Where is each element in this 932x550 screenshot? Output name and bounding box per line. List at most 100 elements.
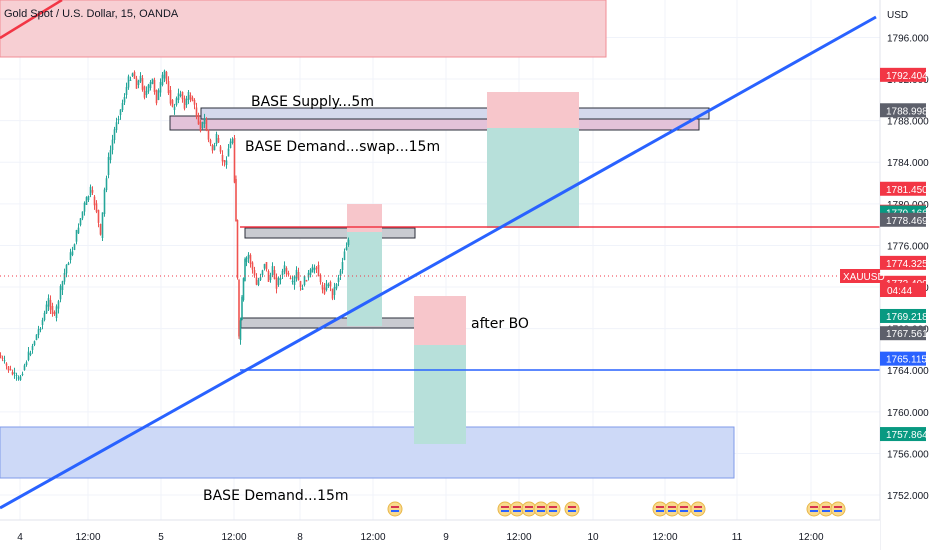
candle-body — [51, 306, 54, 314]
candle-body — [341, 262, 344, 270]
candle-body — [23, 365, 26, 370]
price-tag-label: 1765.115 — [886, 355, 927, 366]
candle-body — [119, 109, 122, 115]
candle-body — [261, 270, 264, 275]
event-flag-icon[interactable] — [664, 501, 680, 517]
top-supply-zone — [0, 0, 607, 58]
candle-body — [11, 372, 14, 375]
candle-body — [57, 301, 60, 309]
red-trendline — [0, 0, 63, 40]
price-tick-label: 1760.000 — [887, 408, 929, 419]
candle-body — [295, 269, 298, 279]
candle-body — [197, 115, 200, 125]
candle-body — [105, 178, 108, 190]
candle-body — [165, 72, 168, 81]
candle-body — [127, 76, 130, 88]
candle-body — [193, 100, 196, 105]
candle-body — [0, 355, 2, 358]
candle-body — [33, 341, 36, 345]
candle-body — [157, 90, 160, 100]
base-supply-5m-zone — [200, 107, 710, 120]
candle-body — [65, 264, 68, 274]
position-3-stop — [414, 296, 466, 345]
candle-body — [293, 276, 296, 285]
event-flag-icon[interactable] — [533, 501, 549, 517]
event-flag-icon[interactable] — [676, 501, 692, 517]
blue-trendline — [0, 15, 877, 510]
symbol-tag-bg — [840, 269, 880, 283]
base-demand-15m-zone — [0, 426, 735, 479]
candle-body — [13, 372, 16, 374]
candle-body — [191, 97, 194, 101]
price-tag-bg — [880, 427, 926, 442]
candle-body — [69, 252, 72, 260]
candle-body — [265, 262, 268, 270]
candle-body — [35, 334, 38, 340]
event-flag-icon[interactable] — [830, 501, 846, 517]
candle-body — [238, 280, 240, 337]
candle-body — [283, 265, 286, 272]
candle-body — [242, 278, 245, 300]
candle-body — [215, 134, 218, 144]
candle-body — [99, 224, 102, 235]
candle-body — [141, 78, 144, 90]
candle-body — [315, 267, 318, 269]
candle-body — [223, 160, 226, 163]
event-flag-icon[interactable] — [564, 501, 580, 517]
price-tag-label: 1774.325 — [886, 259, 928, 270]
price-axis[interactable] — [880, 0, 932, 550]
candle-body — [211, 145, 214, 151]
annotation-base-demand-swap: BASE Demand...swap...15m — [245, 139, 440, 155]
price-tag-bg — [880, 308, 926, 323]
candle-body — [79, 218, 82, 225]
event-flag-icon[interactable] — [690, 501, 706, 517]
candle-body — [155, 90, 158, 104]
candle-body — [131, 73, 134, 76]
candle-body — [299, 281, 302, 288]
candle-body — [37, 329, 40, 335]
candle-body — [71, 251, 74, 255]
position-2-stop — [487, 92, 579, 128]
candle-body — [175, 98, 178, 105]
price-tag-bg — [880, 351, 926, 366]
economic-events[interactable] — [387, 501, 846, 517]
candle-body — [301, 287, 304, 290]
candle-body — [325, 283, 328, 290]
candle-body — [55, 306, 58, 318]
candle-body — [15, 374, 18, 376]
candle-body — [247, 254, 250, 259]
candle-body — [101, 212, 104, 238]
price-tag-label: 1781.450 — [886, 185, 928, 196]
candle-body — [151, 78, 154, 84]
chart-title: Gold Spot / U.S. Dollar, 15, OANDA — [4, 8, 179, 20]
candle-body — [45, 304, 48, 314]
candle-body — [149, 82, 152, 88]
candle-body — [323, 287, 326, 294]
candle-body — [263, 264, 266, 269]
price-tag-label: 1757.864 — [886, 430, 928, 441]
candle-body — [345, 247, 348, 250]
event-flag-icon[interactable] — [545, 501, 561, 517]
candle-body — [255, 277, 258, 285]
candle-body — [225, 160, 228, 165]
time-tick-label: 12:00 — [652, 532, 677, 543]
candle-body — [87, 195, 90, 200]
candle-body — [297, 272, 300, 281]
candle-body — [333, 287, 336, 295]
price-tag-label: 1769.218 — [886, 312, 928, 323]
time-tick-label: 12:00 — [506, 532, 531, 543]
candle-body — [67, 263, 70, 265]
candle-body — [9, 369, 12, 371]
candle-body — [133, 72, 136, 79]
event-flag-icon[interactable] — [387, 501, 403, 517]
price-tag-bg — [880, 326, 926, 341]
candle-body — [287, 273, 290, 275]
candle-body — [89, 186, 92, 195]
candle-body — [303, 276, 306, 285]
price-tag-bg — [880, 67, 926, 82]
candle-body — [103, 189, 106, 214]
candle-body — [337, 277, 340, 282]
candle-body — [195, 107, 198, 118]
time-axis[interactable] — [0, 520, 880, 550]
